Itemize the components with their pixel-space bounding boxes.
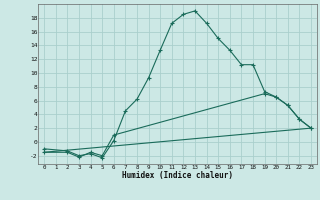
X-axis label: Humidex (Indice chaleur): Humidex (Indice chaleur)	[122, 171, 233, 180]
